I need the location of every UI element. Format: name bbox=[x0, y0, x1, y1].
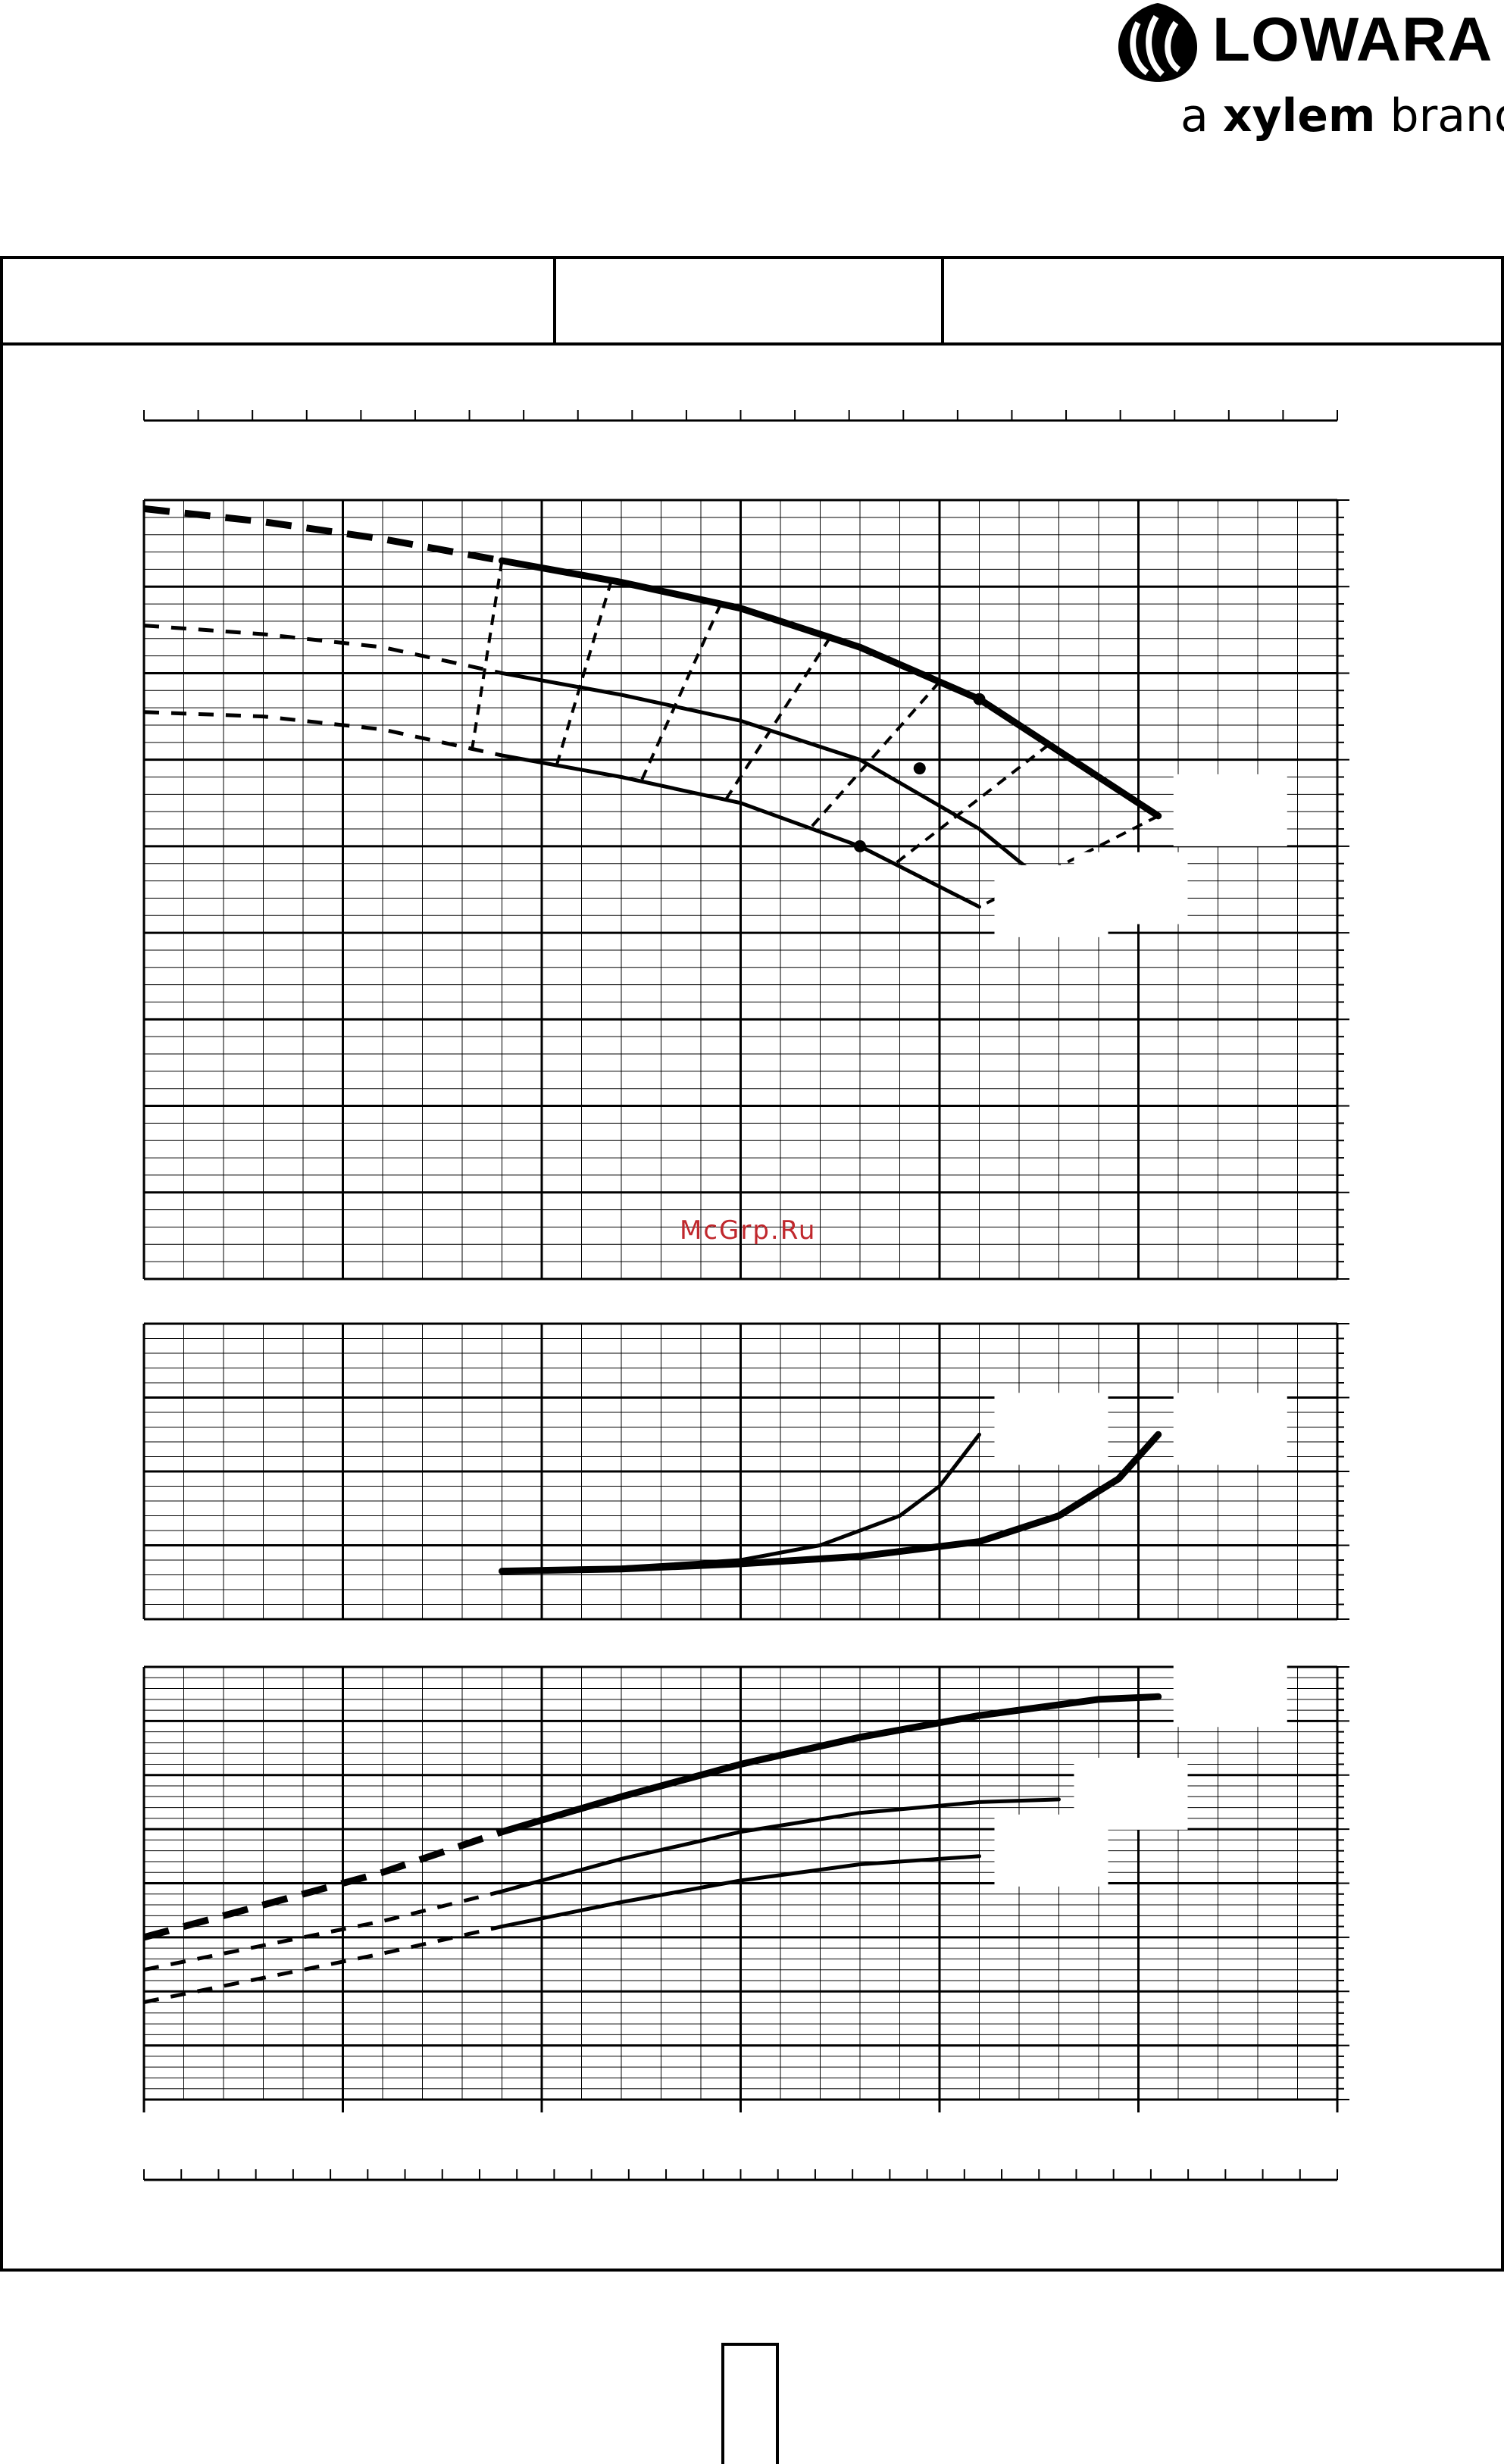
series-solid-1 bbox=[500, 1797, 1061, 1893]
iso-efficiency-line bbox=[639, 603, 723, 783]
series-solid-2 bbox=[500, 753, 981, 909]
header-cell-model bbox=[3, 259, 556, 342]
duty-point-marker bbox=[973, 693, 986, 705]
sheet-header bbox=[3, 259, 1501, 346]
iso-efficiency-line bbox=[555, 580, 613, 766]
curve-end-label-mask bbox=[994, 1814, 1108, 1887]
series-dashed-2 bbox=[143, 710, 503, 758]
series-dashed-2 bbox=[143, 1925, 503, 2004]
iso-efficiency-line bbox=[893, 743, 1050, 865]
curve-end-label-mask bbox=[1173, 774, 1287, 846]
series-1 bbox=[499, 1431, 1162, 1575]
iso-efficiency-line bbox=[808, 680, 941, 830]
brand-tagline: a xylem brand bbox=[1180, 89, 1504, 142]
series-solid-2 bbox=[500, 1854, 981, 1929]
brand-block: LOWARA a xylem brand bbox=[1083, 0, 1504, 152]
series-dashed-1 bbox=[143, 1889, 503, 1972]
series-solid-1 bbox=[500, 671, 1061, 896]
duty-point-marker bbox=[854, 840, 866, 852]
curve-end-label-mask bbox=[1173, 1393, 1287, 1465]
watermark-text: McGrp.Ru bbox=[680, 1215, 817, 1246]
series-dashed-0 bbox=[142, 1828, 503, 1941]
curve-end-label-mask bbox=[994, 1393, 1108, 1465]
header-cell-speed bbox=[556, 259, 944, 342]
iso-efficiency-line bbox=[724, 636, 832, 801]
brand-tagline-brand: xylem bbox=[1222, 89, 1376, 142]
curve-end-label-mask bbox=[1173, 1655, 1287, 1728]
brand-name: LOWARA bbox=[1212, 5, 1493, 74]
series-solid-0 bbox=[499, 557, 1162, 820]
chart-sheet-frame bbox=[0, 256, 1504, 2272]
series-solid-0 bbox=[499, 1693, 1162, 1836]
page-number-box bbox=[721, 2343, 779, 2464]
lowara-drop-logo-icon bbox=[1118, 3, 1197, 82]
series-dashed-0 bbox=[143, 505, 503, 564]
curve-end-label-mask bbox=[994, 865, 1108, 937]
brand-tagline-prefix: a bbox=[1180, 89, 1223, 142]
brand-tagline-suffix: brand bbox=[1390, 89, 1504, 142]
iso-efficiency-line bbox=[471, 560, 504, 749]
duty-point-marker bbox=[913, 762, 926, 775]
series-dashed-1 bbox=[143, 624, 503, 675]
